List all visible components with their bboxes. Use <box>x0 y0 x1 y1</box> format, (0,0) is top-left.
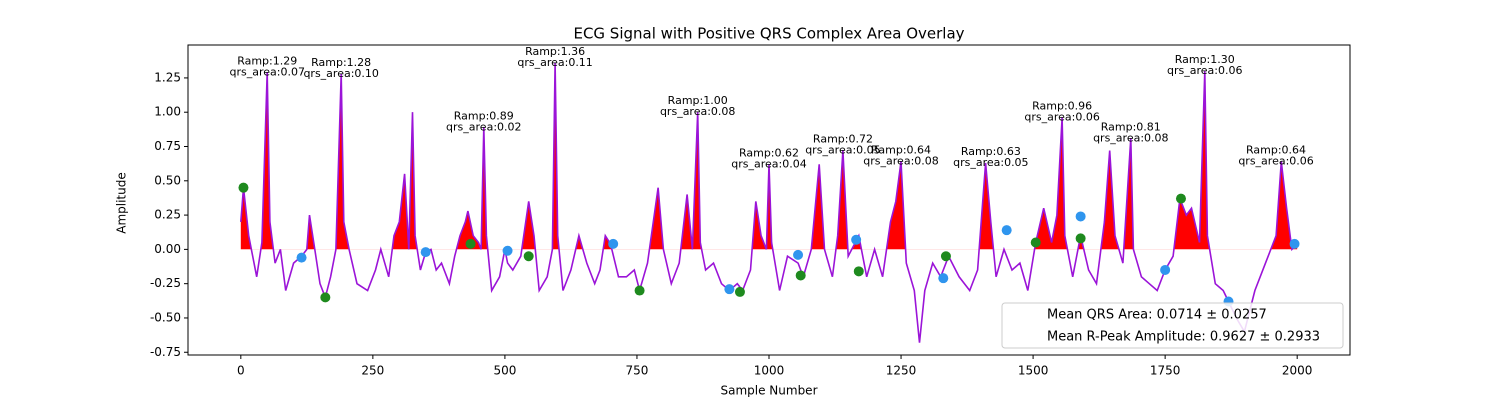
marker <box>296 252 307 263</box>
x-tick-label: 500 <box>493 364 516 378</box>
annotation: Ramp:0.72 <box>813 133 873 146</box>
marker <box>940 251 951 262</box>
marker <box>502 245 513 256</box>
x-tick-label: 1500 <box>1018 364 1049 378</box>
marker <box>1075 211 1086 222</box>
annotation: Ramp:1.30 <box>1175 53 1235 66</box>
y-tick-label: -0.75 <box>150 345 181 359</box>
x-tick-label: 1250 <box>886 364 917 378</box>
marker <box>608 238 619 249</box>
x-tick-label: 1750 <box>1150 364 1181 378</box>
y-tick-label: 0.75 <box>154 139 181 153</box>
marker <box>1160 264 1171 275</box>
x-tick-label: 2000 <box>1282 364 1313 378</box>
marker <box>938 273 949 284</box>
annotation: qrs_area:0.05 <box>805 144 880 157</box>
marker <box>523 251 534 262</box>
annotation: Ramp:0.64 <box>871 144 931 157</box>
annotation: qrs_area:0.06 <box>1238 155 1313 168</box>
x-tick-label: 250 <box>361 364 384 378</box>
plot <box>238 62 1300 343</box>
marker <box>1289 238 1300 249</box>
annotation: qrs_area:0.08 <box>863 155 938 168</box>
annotation: Ramp:1.00 <box>668 94 728 107</box>
legend-entry: Mean QRS Area: 0.0714 ± 0.0257 <box>1047 308 1267 323</box>
marker <box>465 238 476 249</box>
annotation: qrs_area:0.02 <box>446 120 521 133</box>
annotation: qrs_area:0.05 <box>953 156 1028 169</box>
annotation: qrs_area:0.06 <box>1167 64 1242 77</box>
annotation: qrs_area:0.11 <box>517 56 592 69</box>
marker <box>634 285 645 296</box>
annotation: Ramp:0.81 <box>1101 120 1161 133</box>
legend-entry: Mean R-Peak Amplitude: 0.9627 ± 0.2933 <box>1047 330 1320 345</box>
marker <box>420 247 431 258</box>
marker <box>1175 193 1186 204</box>
annotation: Ramp:1.36 <box>525 45 585 58</box>
annotation: Ramp:0.63 <box>961 145 1021 158</box>
x-tick-label: 750 <box>626 364 649 378</box>
marker <box>1075 233 1086 244</box>
x-axis-label: Sample Number <box>720 384 817 398</box>
y-tick-label: 0.00 <box>154 242 181 256</box>
y-tick-label: -0.25 <box>150 276 181 290</box>
annotation: Ramp:0.64 <box>1246 144 1306 157</box>
y-tick-label: 1.25 <box>154 70 181 84</box>
marker <box>724 284 735 295</box>
legend-box <box>1001 302 1344 349</box>
marker <box>238 182 249 193</box>
marker <box>1001 225 1012 236</box>
marker <box>793 249 804 260</box>
annotation: qrs_area:0.06 <box>1024 111 1099 124</box>
marker <box>851 234 862 245</box>
annotation: qrs_area:0.07 <box>229 65 304 78</box>
annotation: Ramp:1.29 <box>237 54 297 67</box>
annotation: qrs_area:0.08 <box>1093 131 1168 144</box>
annotation: qrs_area:0.10 <box>303 67 378 80</box>
positive-qrs-area <box>240 62 1298 250</box>
annotation: Ramp:0.89 <box>454 109 514 122</box>
ecg-line <box>240 62 1298 343</box>
marker <box>853 266 864 277</box>
marker <box>795 270 806 281</box>
y-tick-label: -0.50 <box>150 310 181 324</box>
plot-frame <box>187 44 1351 356</box>
marker <box>320 292 331 303</box>
y-tick-label: 0.50 <box>154 173 181 187</box>
x-tick-label: 0 <box>237 364 245 378</box>
annotation: Ramp:0.96 <box>1032 100 1092 113</box>
y-tick-label: 1.00 <box>154 105 181 119</box>
annotation: qrs_area:0.08 <box>660 105 735 118</box>
positive-area-group <box>240 62 1298 250</box>
marker <box>1030 237 1041 248</box>
chart-title: ECG Signal with Positive QRS Complex Are… <box>573 25 964 43</box>
annotation: Ramp:0.62 <box>739 146 799 159</box>
annotation: qrs_area:0.04 <box>731 157 806 170</box>
y-tick-label: 0.25 <box>154 208 181 222</box>
x-tick-label: 1000 <box>754 364 785 378</box>
marker <box>734 286 745 297</box>
y-axis-label: Amplitude <box>115 172 129 234</box>
annotation: Ramp:1.28 <box>311 56 371 69</box>
